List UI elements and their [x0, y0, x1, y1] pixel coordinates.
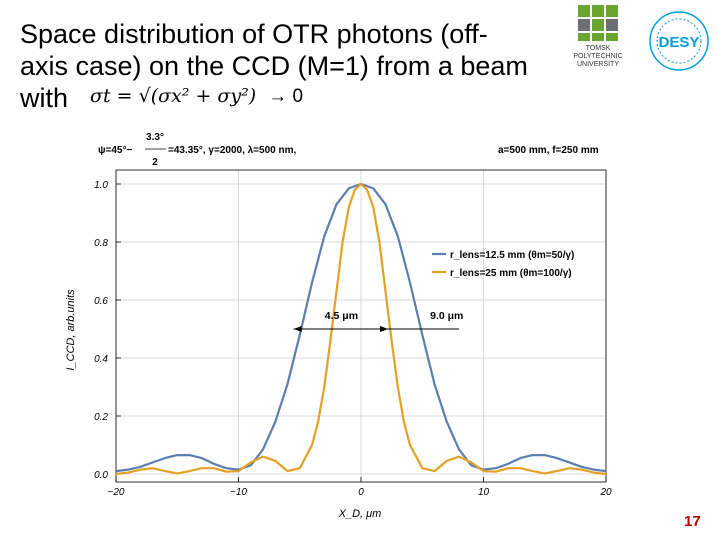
title-line-2: axis case) on the CCD (M=1) from a beam	[20, 51, 528, 81]
tpu-block-6	[606, 19, 618, 31]
chart-header-frac-den: 2	[152, 157, 158, 168]
chart-header-right: a=500 mm, f=250 mm	[498, 145, 599, 156]
axes-layer: 0.0 0.2 0.4 0.6 0.8 1.0 −20 −10 0 10 20	[94, 169, 612, 498]
series-line-2	[115, 182, 607, 476]
tpu-name: TOMSK POLYTECHNIC UNIVERSITY	[573, 45, 623, 68]
tpu-block-7	[578, 33, 590, 41]
x-tick-label: 10	[478, 487, 490, 498]
tpu-block-2	[592, 5, 604, 17]
y-tick-label: 0.4	[94, 354, 108, 365]
tpu-block-9	[606, 33, 618, 41]
x-tick-label: 20	[599, 487, 612, 498]
series-layer	[115, 182, 607, 476]
slide-title: Space distribution of OTR photons (off- …	[20, 18, 540, 114]
formula-expression: σt = √(σx² + σy²)	[90, 85, 257, 107]
desy-wordmark: DESY	[659, 34, 700, 51]
title-line-1: Space distribution of OTR photons (off-	[20, 19, 488, 49]
annotation-label-1: 4.5 μm	[325, 310, 358, 322]
arrowhead-left	[293, 326, 302, 332]
tpu-block-5	[592, 19, 604, 31]
chart-header-mid: =43.35°, γ=2000, λ=500 nm,	[168, 145, 296, 156]
x-axis-label: X_D, μm	[338, 508, 382, 520]
tpu-block-4	[578, 19, 590, 31]
legend-label-2: r_lens=25 mm (θm=100/γ)	[450, 268, 572, 279]
tpu-block-1	[578, 5, 590, 17]
legend-label-1: r_lens=12.5 mm (θm=50/γ)	[450, 250, 574, 261]
sigma-formula: σt = √(σx² + σy²) → 0	[90, 85, 303, 108]
legend-layer: r_lens=12.5 mm (θm=50/γ) r_lens=25 mm (θm…	[432, 250, 574, 279]
formula-arrow: → 0	[268, 86, 304, 107]
y-tick-label: 0.0	[94, 470, 108, 481]
page-number: 17	[684, 513, 701, 530]
y-tick-label: 1.0	[94, 180, 108, 191]
x-tick-label: −20	[108, 487, 125, 498]
annotation-layer: 4.5 μm 9.0 μm	[293, 310, 463, 332]
desy-logo: DESY	[649, 11, 709, 71]
grid-layer	[115, 170, 607, 482]
y-tick-label: 0.8	[94, 238, 108, 249]
annotation-label-2: 9.0 μm	[430, 310, 463, 322]
x-tick-label: −10	[230, 487, 247, 498]
tpu-block-8	[592, 33, 604, 41]
tpu-block-3	[606, 5, 618, 17]
tpu-logo	[578, 5, 618, 41]
y-tick-label: 0.2	[94, 412, 108, 423]
chart-header-frac-num: 3.3°	[146, 132, 164, 143]
y-axis-label: I_CCD, arb.units	[65, 289, 77, 371]
y-tick-label: 0.6	[94, 296, 108, 307]
arrowhead-mid	[379, 326, 388, 332]
chart-header-left: ψ=45°−	[98, 145, 132, 156]
title-line-3: with	[20, 83, 69, 113]
x-tick-label: 0	[358, 487, 364, 498]
